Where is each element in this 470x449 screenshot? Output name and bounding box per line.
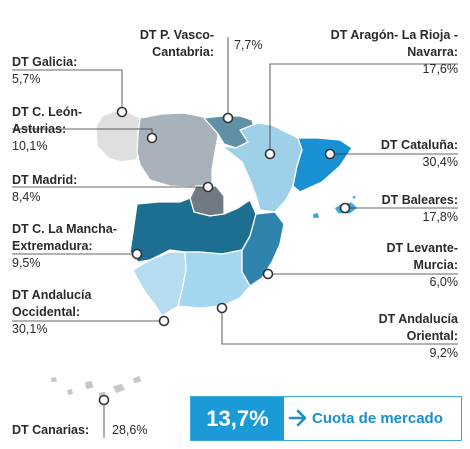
- marker-levante: [262, 268, 274, 280]
- andocc-name-2: Occidental:: [12, 305, 81, 319]
- region-canarias-shape: [111, 382, 127, 395]
- marker-baleares: [339, 202, 351, 214]
- region-canarias-shape: [65, 387, 75, 397]
- region-leon-shape: [136, 112, 219, 188]
- marker-andocc: [158, 315, 170, 327]
- region-canarias: [49, 374, 143, 399]
- region-galicia-shape: [95, 110, 142, 163]
- label-andori: DT Andalucía Oriental: 9,2%: [348, 311, 458, 362]
- madrid-value: 8,4%: [12, 190, 41, 204]
- marker-leon: [146, 132, 158, 144]
- leon-value: 10,1%: [12, 139, 48, 153]
- region-andori: [177, 249, 251, 309]
- baleares-name: DT Baleares:: [381, 193, 458, 207]
- baleares-value: 17,8%: [422, 210, 458, 224]
- mancha-name-1: DT C. La Mancha-: [12, 222, 117, 236]
- canarias-value: 28,6%: [112, 423, 148, 437]
- marker-galicia: [116, 106, 128, 118]
- label-galicia: DT Galicia: 5,7%: [12, 54, 77, 88]
- levante-name-1: DT Levante-: [386, 241, 458, 255]
- andori-value: 9,2%: [429, 346, 459, 360]
- andori-name-2: Oriental:: [406, 329, 458, 343]
- region-cataluna-shape: [292, 137, 353, 193]
- vasco-value: 7,7%: [234, 38, 263, 52]
- label-vasco: DT P. Vasco- Cantabria:: [128, 27, 214, 61]
- mancha-value: 9,5%: [12, 256, 41, 270]
- connector-galicia: [12, 69, 123, 112]
- label-canarias: DT Canarias:: [12, 422, 89, 439]
- label-baleares: DT Baleares: 17,8%: [358, 192, 458, 226]
- galicia-name: DT Galicia:: [12, 55, 78, 69]
- market-share-summary: 13,7% Cuota de mercado: [190, 396, 462, 441]
- region-baleares-shape: [311, 211, 321, 220]
- marker-aragon: [264, 148, 276, 160]
- region-canarias-shape: [49, 375, 59, 384]
- vasco-name-1: DT P. Vasco-: [139, 28, 214, 42]
- madrid-name: DT Madrid:: [12, 173, 78, 187]
- marker-canarias: [98, 394, 110, 406]
- region-cataluna: [292, 137, 353, 193]
- region-galicia: [95, 110, 142, 163]
- aragon-name-1: DT Aragón- La Rioja -: [330, 28, 458, 42]
- label-levante: DT Levante- Murcia: 6,0%: [358, 240, 458, 291]
- total-share-label: Cuota de mercado: [312, 410, 443, 427]
- region-markers: [98, 106, 351, 406]
- mancha-name-2: Extremadura:: [12, 239, 93, 253]
- label-madrid: DT Madrid: 8,4%: [12, 172, 77, 206]
- label-leon: DT C. León- Asturias: 10,1%: [12, 104, 82, 155]
- region-canarias-shape: [131, 374, 143, 385]
- canarias-name: DT Canarias:: [12, 423, 90, 437]
- levante-value: 6,0%: [429, 275, 459, 289]
- marker-andori: [216, 302, 228, 314]
- aragon-value: 17,6%: [422, 62, 458, 76]
- marker-madrid: [202, 181, 214, 193]
- aragon-name-2: Navarra:: [407, 45, 458, 59]
- andocc-value: 30,1%: [12, 322, 48, 336]
- arrow-right-icon: [288, 409, 307, 427]
- region-baleares-shape: [351, 194, 357, 200]
- connector-aragon: [269, 63, 458, 154]
- region-levante: [239, 211, 285, 287]
- marker-cataluna: [324, 148, 336, 160]
- label-mancha: DT C. La Mancha- Extremadura: 9,5%: [12, 221, 117, 272]
- region-baleares: [311, 194, 359, 220]
- cataluna-value: 30,4%: [422, 155, 458, 169]
- label-aragon: DT Aragón- La Rioja - Navarra: 17,6%: [296, 27, 458, 78]
- label-cataluna: DT Cataluña: 30,4%: [358, 137, 458, 171]
- total-share-value: 13,7%: [191, 397, 284, 440]
- marker-vasco: [222, 112, 234, 124]
- region-canarias-shape: [83, 379, 95, 391]
- leon-name-1: DT C. León-: [12, 105, 83, 119]
- levante-name-2: Murcia:: [413, 258, 458, 272]
- andori-name-1: DT Andalucía: [378, 312, 458, 326]
- galicia-value: 5,7%: [12, 72, 41, 86]
- region-leon: [136, 112, 219, 188]
- marker-mancha: [131, 248, 143, 260]
- leon-name-2: Asturias:: [12, 122, 67, 136]
- region-shapes: [49, 110, 359, 399]
- region-andori-shape: [177, 249, 251, 309]
- andocc-name-1: DT Andalucía: [12, 288, 92, 302]
- cataluna-name: DT Cataluña:: [380, 138, 458, 152]
- label-andocc: DT Andalucía Occidental: 30,1%: [12, 287, 91, 338]
- vasco-name-2: Cantabria:: [152, 45, 214, 59]
- region-levante-shape: [239, 211, 285, 287]
- connector-andori: [221, 308, 458, 345]
